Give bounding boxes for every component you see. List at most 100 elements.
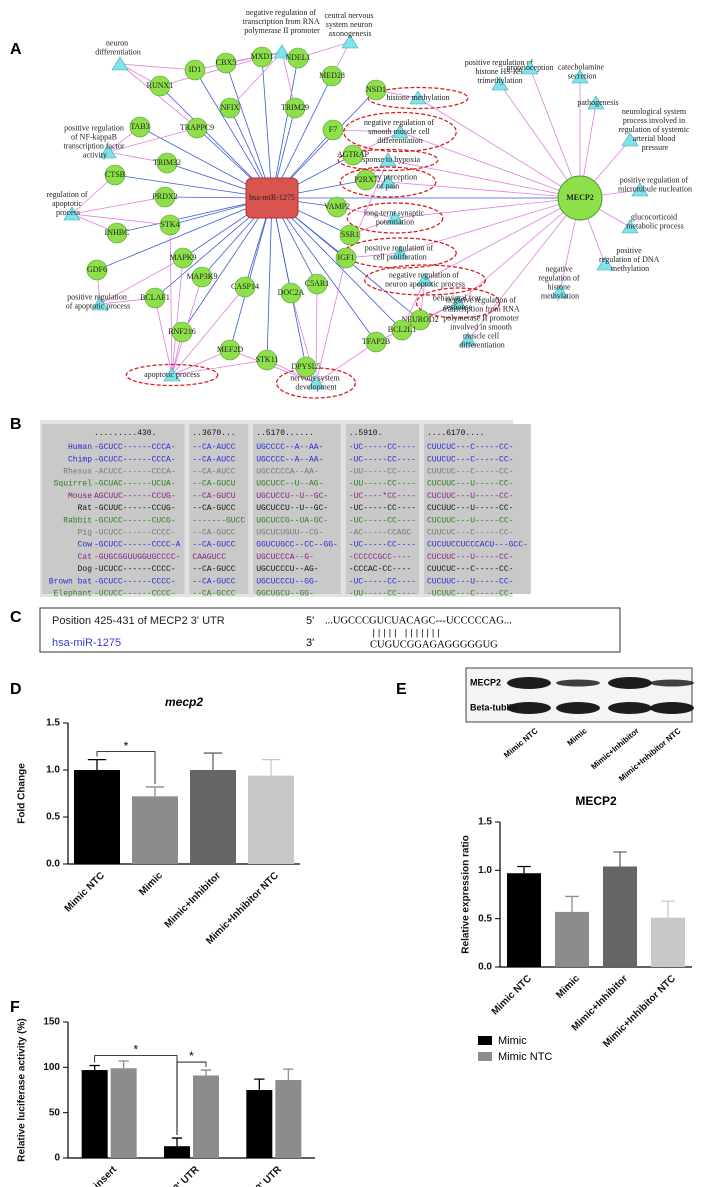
gene-label: MED28 [319,71,345,80]
term-label: central nervous system neuron axonogenes… [324,11,375,38]
error-bar [613,851,627,867]
y-axis-label: Fold Change [17,763,28,824]
pairing: ||||| ||||||| [371,628,441,638]
term-node [99,144,117,159]
x-tick-label: Mimic NTC [490,973,534,1017]
term-label: catecholamine secretion [558,62,606,80]
alignment-sequence: -GCUCC------CCCA- [94,455,176,464]
term-edge [499,83,581,199]
alignment-sequence: UGCCCC--A--AA- [256,455,323,464]
gene-node [306,273,328,295]
legend-label: Mimic [498,1035,527,1047]
three-prime: 3' [306,637,314,649]
alignment-block [189,424,249,594]
gene-edge [229,197,273,351]
panel-label: E [396,681,407,698]
gene-label: MXD1 [251,52,274,61]
gene-label: TAB3 [130,122,149,131]
gene-label: AGTRAP [337,150,370,159]
bar [246,1090,273,1158]
gene-label: TRIM29 [281,103,309,112]
alignment-sequence: AGCUUC------CCUG- [94,492,176,501]
alignment-sequence: --CA-GUCC [192,529,235,538]
alignment-sequence: CUUCUC---C-----CC- [427,468,513,477]
error-bar [565,895,579,912]
alignment-sequence: GGUCUGCC--CC--GG- [256,541,338,550]
gene-label: CBX5 [216,58,236,67]
error-bar [517,865,531,874]
y-tick-label: 0 [54,1153,60,1164]
x-tick-label: Mimic [554,973,582,1001]
alignment-sequence: -GCUAC------UCUA- [94,480,176,489]
term-label: negative regulation of transcription fro… [243,8,321,35]
alignment-sequence: --CA-GUCC [192,504,235,513]
term-label: negative regulation of neuron apoptotic … [385,270,465,288]
term-label: positive regulation of microtubule nucle… [618,175,692,193]
alignment-header: ..5910. [349,429,383,438]
error-bar [283,1068,294,1081]
term-label: pathogenesis [577,98,618,107]
alignment-sequence: CUCUUC---U-----CC- [427,516,513,525]
band [650,702,694,714]
gene-node [86,259,108,281]
term-node [551,284,569,299]
gene-edge [194,69,273,199]
significance-mark: * [133,1043,138,1057]
alignment-sequence: UGCUCCU--U--GC- [256,492,328,501]
alignment-sequence: -GCUCC------CCCC-A [94,541,181,550]
highlight-ring [363,264,487,296]
gene-node [365,79,387,101]
highlight-ring [343,111,457,153]
gene-node [215,52,237,74]
gene-node [355,169,377,191]
lane-label: Mimic NTC [502,726,540,760]
highlight-ring [415,287,501,319]
alignment-sequence: -ACUCC------CCCA- [94,468,176,477]
utr-box [39,607,621,653]
alignment-sequence: -CCCAC-CC---- [349,565,411,574]
x-tick-label: M-3' UTR [246,1164,285,1187]
band [608,702,652,714]
alignment-sequence: UGCCCCCA--AA- [256,468,318,477]
utr-position: Position 425-431 of MECP2 3' UTR [52,615,225,627]
partner-node [557,175,603,221]
species-name: Human [68,443,92,452]
term-edge [71,213,171,226]
alignment-sequence: -UU-----CC---- [349,480,416,489]
highlight-ring [367,86,469,110]
gene-label: NDEL1 [285,53,310,62]
mirna-name: hsa-miR-1275 [52,637,121,649]
panel-label: B [10,416,22,433]
highlight-ring [339,166,437,198]
y-tick-label: 1.0 [46,765,60,776]
lane-label: Mimic [565,726,589,748]
term-node [341,34,359,49]
bar [651,917,685,967]
gene-edge [225,62,273,199]
gene-node [104,164,126,186]
alignment-sequence: -UC-----CC---- [349,577,416,586]
gene-label: BCL2L1 [388,325,416,334]
error-bar [145,786,165,797]
gene-label: DPYSL5 [291,362,320,371]
alignment-sequence: UGCUCC--U--AG- [256,480,323,489]
partner-label: MECP2 [566,193,594,202]
gene-node [256,349,278,371]
gene-node [322,119,344,141]
term-node [631,182,649,197]
gene-label: BCLAF1 [140,293,170,302]
gene-node [156,152,178,174]
gene-label: STK4 [160,220,179,229]
species-name: Pig [78,529,93,538]
alignment-block [345,424,419,594]
gene-edge [271,57,299,199]
target-seq: ...UGCCCGUCUACAGC---UCCCCCAG... [325,615,512,626]
species-name: Squirrel [54,480,93,489]
gene-node [219,339,241,361]
term-label: response to hypoxia [356,155,420,164]
term-node [621,132,639,147]
term-edge [315,341,377,384]
term-edge [171,257,184,376]
term-node [379,152,397,167]
gene-label: F7 [329,125,337,134]
